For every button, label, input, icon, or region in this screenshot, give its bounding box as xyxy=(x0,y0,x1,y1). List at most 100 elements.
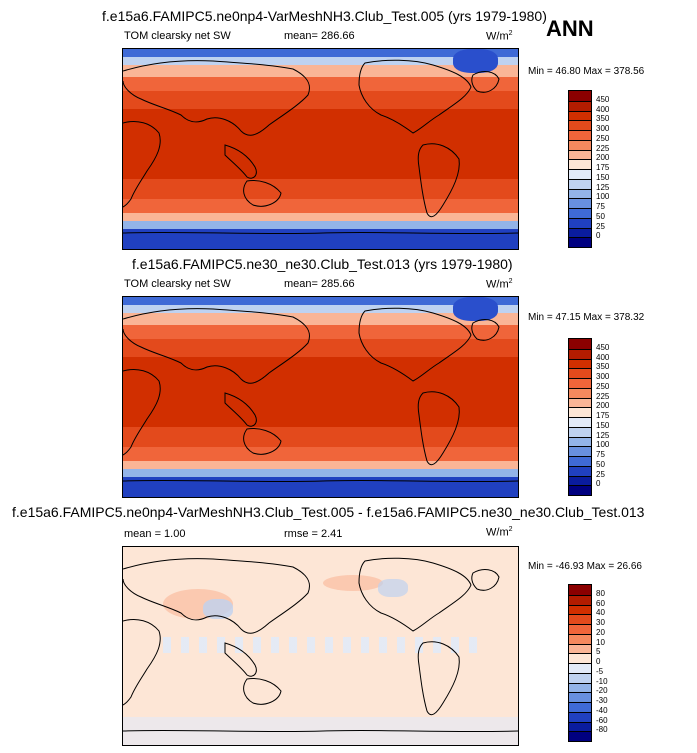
colorbar-swatch xyxy=(569,227,591,238)
colorbar-swatch xyxy=(569,397,591,408)
colorbar-tick-label: -30 xyxy=(596,696,608,705)
colorbar-swatch xyxy=(569,633,591,644)
colorbar-swatch xyxy=(569,721,591,732)
colorbar-tick-label: 400 xyxy=(596,104,610,114)
panel-2-variable-label: TOM clearsky net SW xyxy=(124,278,231,290)
colorbar-swatch xyxy=(569,624,591,634)
colorbar-tick-label: 50 xyxy=(596,211,605,221)
colorbar-tick-label: 400 xyxy=(596,352,610,362)
colorbar-tick-label: 225 xyxy=(596,391,610,401)
colorbar-tick-label: -10 xyxy=(596,676,608,686)
colorbar-swatch xyxy=(569,465,591,476)
colorbar-swatch xyxy=(569,91,591,101)
colorbar-swatch xyxy=(569,387,591,398)
colorbar-tick-label: -20 xyxy=(596,686,608,696)
colorbar-swatch xyxy=(569,130,591,140)
panel-1-map xyxy=(122,48,519,250)
colorbar-swatch xyxy=(569,417,591,427)
colorbar-tick-label: 350 xyxy=(596,114,610,124)
colorbar-swatch xyxy=(569,407,591,417)
panel-1-mean-label: mean= 286.66 xyxy=(284,30,355,42)
colorbar-swatch xyxy=(569,653,591,663)
colorbar-tick-label: 0 xyxy=(596,657,601,666)
colorbar-tick-label: 450 xyxy=(596,342,610,352)
panel-2-map xyxy=(122,296,519,498)
colorbar-tick-label: 75 xyxy=(596,450,605,459)
colorbar-swatch xyxy=(569,368,591,378)
panel-3-map xyxy=(122,546,519,746)
colorbar-tick-label: -60 xyxy=(596,715,608,725)
panel-1-colorbar xyxy=(568,90,592,248)
colorbar-swatch xyxy=(569,682,591,693)
panel-2-colorbar xyxy=(568,338,592,496)
colorbar-tick-label: 125 xyxy=(596,430,610,440)
colorbar-swatch xyxy=(569,485,591,495)
colorbar-swatch xyxy=(569,711,591,722)
season-label: ANN xyxy=(546,16,594,41)
colorbar-swatch xyxy=(569,604,591,615)
panel-3-mean-label: mean = 1.00 xyxy=(124,528,186,540)
colorbar-tick-label: 250 xyxy=(596,133,610,143)
colorbar-tick-label: 50 xyxy=(596,459,605,469)
colorbar-tick-label: 25 xyxy=(596,221,605,231)
panel-1-title: f.e15a6.FAMIPC5.ne0np4-VarMeshNH3.Club_T… xyxy=(102,8,547,24)
panel-2-coastlines xyxy=(123,307,518,483)
panel-2-minmax: Min = 47.15 Max = 378.32 xyxy=(528,312,645,323)
colorbar-tick-label: 450 xyxy=(596,94,610,104)
colorbar-tick-label: 200 xyxy=(596,153,610,163)
panel-3-colorbar-labels: 80 60 40 30 20 10 5 0 -5 -10 -20 -30 -40 -60 -80 xyxy=(596,584,636,740)
colorbar-tick-label: 300 xyxy=(596,124,610,133)
colorbar-swatch xyxy=(569,169,591,179)
colorbar-tick-label: 75 xyxy=(596,202,605,211)
colorbar-swatch xyxy=(569,585,591,595)
colorbar-swatch xyxy=(569,198,591,208)
colorbar-swatch xyxy=(569,217,591,228)
colorbar-swatch xyxy=(569,475,591,486)
colorbar-tick-label: 300 xyxy=(596,372,610,381)
colorbar-swatch xyxy=(569,110,591,121)
panel-2-mean-label: mean= 285.66 xyxy=(284,278,355,290)
colorbar-swatch xyxy=(569,159,591,169)
colorbar-swatch xyxy=(569,100,591,111)
panel-1-minmax: Min = 46.80 Max = 378.56 xyxy=(528,66,645,77)
colorbar-swatch xyxy=(569,120,591,130)
colorbar-tick-label: 60 xyxy=(596,598,605,608)
colorbar-swatch xyxy=(569,692,591,702)
colorbar-tick-label: 100 xyxy=(596,192,610,202)
colorbar-tick-label: 40 xyxy=(596,608,605,618)
colorbar-swatch xyxy=(569,358,591,369)
colorbar-tick-label: 150 xyxy=(596,420,610,430)
colorbar-tick-label: 175 xyxy=(596,163,610,172)
panel-1-coastlines xyxy=(123,59,518,235)
colorbar-tick-label: 225 xyxy=(596,143,610,153)
colorbar-swatch xyxy=(569,456,591,466)
colorbar-swatch xyxy=(569,237,591,247)
panel-3-title: f.e15a6.FAMIPC5.ne0np4-VarMeshNH3.Club_T… xyxy=(12,504,645,520)
colorbar-tick-label: 25 xyxy=(596,469,605,479)
colorbar-swatch xyxy=(569,139,591,150)
colorbar-tick-label: 5 xyxy=(596,647,601,657)
colorbar-tick-label: 200 xyxy=(596,401,610,411)
colorbar-swatch xyxy=(569,594,591,605)
colorbar-swatch xyxy=(569,348,591,359)
panel-3-units: W/m2 xyxy=(486,526,513,539)
colorbar-swatch xyxy=(569,614,591,624)
colorbar-tick-label: 10 xyxy=(596,637,605,647)
panel-1-colorbar-labels: 450 400 350 300 250 225 200 175 150 125 100 75 50 25 0 xyxy=(596,90,636,246)
colorbar-swatch xyxy=(569,208,591,218)
panel-1-variable-label: TOM clearsky net SW xyxy=(124,30,231,42)
colorbar-tick-label: 125 xyxy=(596,182,610,192)
panel-2-units: W/m2 xyxy=(486,278,513,291)
colorbar-swatch xyxy=(569,188,591,199)
colorbar-swatch xyxy=(569,702,591,712)
panel-3-rmse-label: rmse = 2.41 xyxy=(284,528,343,540)
colorbar-swatch xyxy=(569,446,591,456)
colorbar-tick-label: 80 xyxy=(596,588,605,598)
panel-3-colorbar xyxy=(568,584,592,742)
colorbar-tick-label: 0 xyxy=(596,231,601,241)
colorbar-tick-label: -5 xyxy=(596,666,604,676)
colorbar-swatch xyxy=(569,149,591,160)
colorbar-tick-label: -40 xyxy=(596,705,608,715)
colorbar-tick-label: 150 xyxy=(596,172,610,182)
panel-2-title: f.e15a6.FAMIPC5.ne30_ne30.Club_Test.013 … xyxy=(132,256,513,272)
